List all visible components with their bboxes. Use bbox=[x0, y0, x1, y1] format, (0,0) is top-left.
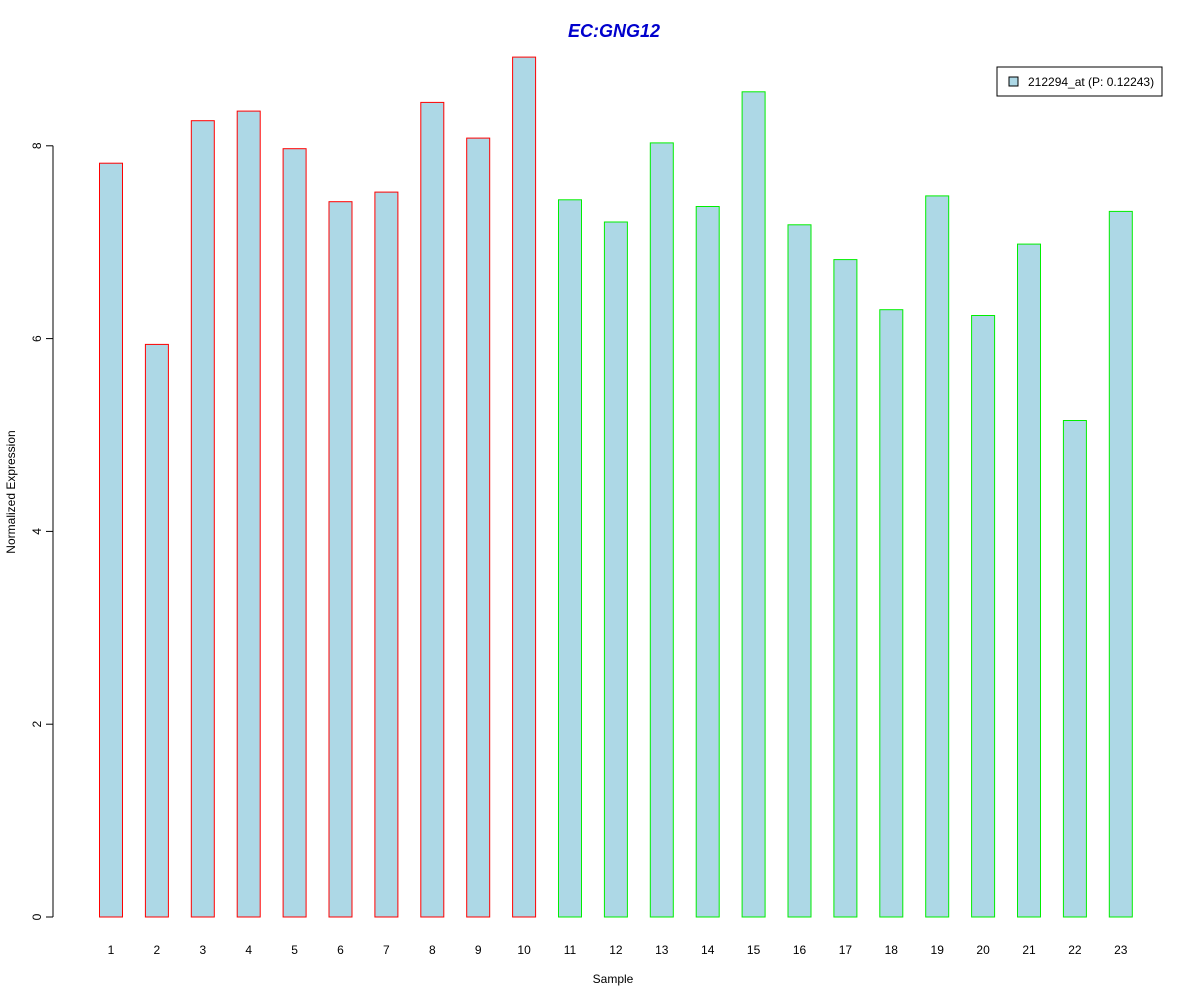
bar-sample-10 bbox=[512, 56, 537, 918]
bar-sample-20 bbox=[971, 315, 996, 918]
legend-label: 212294_at (P: 0.12243) bbox=[1028, 75, 1154, 89]
x-tick-label: 11 bbox=[564, 943, 577, 957]
bar-sample-8 bbox=[420, 101, 445, 918]
legend: 212294_at (P: 0.12243) bbox=[996, 66, 1163, 97]
bar-sample-13 bbox=[649, 142, 674, 918]
x-tick-label: 21 bbox=[1022, 943, 1036, 957]
bar-sample-16 bbox=[787, 224, 812, 918]
x-tick-label: 13 bbox=[655, 943, 669, 957]
x-tick-label: 22 bbox=[1068, 943, 1082, 957]
x-tick-label: 6 bbox=[337, 943, 344, 957]
bar-sample-12 bbox=[603, 221, 628, 918]
legend-box bbox=[996, 66, 1163, 97]
bar-sample-14 bbox=[695, 206, 720, 918]
x-tick-label: 23 bbox=[1114, 943, 1128, 957]
bar-sample-6 bbox=[328, 201, 353, 918]
x-tick-label: 14 bbox=[701, 943, 715, 957]
x-tick-label: 10 bbox=[517, 943, 531, 957]
x-tick-label: 3 bbox=[199, 943, 206, 957]
bar-sample-2 bbox=[144, 343, 169, 918]
bar-sample-22 bbox=[1062, 420, 1087, 918]
bar-sample-11 bbox=[558, 199, 582, 918]
y-tick-label: 2 bbox=[30, 721, 44, 728]
x-tick-label: 12 bbox=[609, 943, 623, 957]
x-tick-label: 18 bbox=[885, 943, 899, 957]
x-tick-label: 17 bbox=[839, 943, 853, 957]
bar-sample-19 bbox=[925, 195, 950, 918]
bar-sample-7 bbox=[374, 191, 399, 918]
bar-sample-5 bbox=[282, 148, 307, 918]
x-tick-label: 5 bbox=[291, 943, 298, 957]
bar-sample-21 bbox=[1017, 243, 1041, 918]
bar-sample-15 bbox=[741, 91, 766, 918]
bar-sample-4 bbox=[236, 110, 261, 918]
x-tick-label: 4 bbox=[245, 943, 252, 957]
legend-swatch bbox=[1008, 76, 1019, 87]
bars-group bbox=[99, 56, 1133, 918]
y-tick-label: 8 bbox=[30, 142, 44, 149]
bar-sample-18 bbox=[879, 309, 904, 918]
x-axis-label: Sample bbox=[593, 972, 634, 986]
bar-sample-1 bbox=[99, 162, 123, 918]
x-tick-label: 19 bbox=[931, 943, 945, 957]
x-tick-label: 9 bbox=[475, 943, 482, 957]
x-tick-label: 8 bbox=[429, 943, 436, 957]
bar-sample-23 bbox=[1108, 210, 1133, 918]
bar-sample-17 bbox=[833, 259, 858, 918]
x-tick-label: 7 bbox=[383, 943, 390, 957]
y-axis: 0 2 4 6 8 bbox=[30, 142, 54, 920]
x-tick-label: 20 bbox=[976, 943, 990, 957]
y-tick-label: 6 bbox=[30, 335, 44, 342]
x-tick-labels: 1 2 3 4 5 6 7 8 9 10 11 12 13 14 15 16 17 18 19 20 21 22 23 bbox=[108, 943, 1128, 957]
chart-title: EC:GNG12 bbox=[568, 21, 660, 41]
x-tick-label: 2 bbox=[154, 943, 161, 957]
x-tick-label: 15 bbox=[747, 943, 761, 957]
y-axis-label: Normalized Expression bbox=[4, 430, 18, 553]
x-tick-label: 1 bbox=[108, 943, 115, 957]
y-tick-label: 0 bbox=[30, 913, 44, 920]
y-tick-label: 4 bbox=[30, 528, 44, 535]
x-tick-label: 16 bbox=[793, 943, 807, 957]
bar-sample-9 bbox=[466, 137, 491, 918]
bar-sample-3 bbox=[190, 120, 215, 918]
